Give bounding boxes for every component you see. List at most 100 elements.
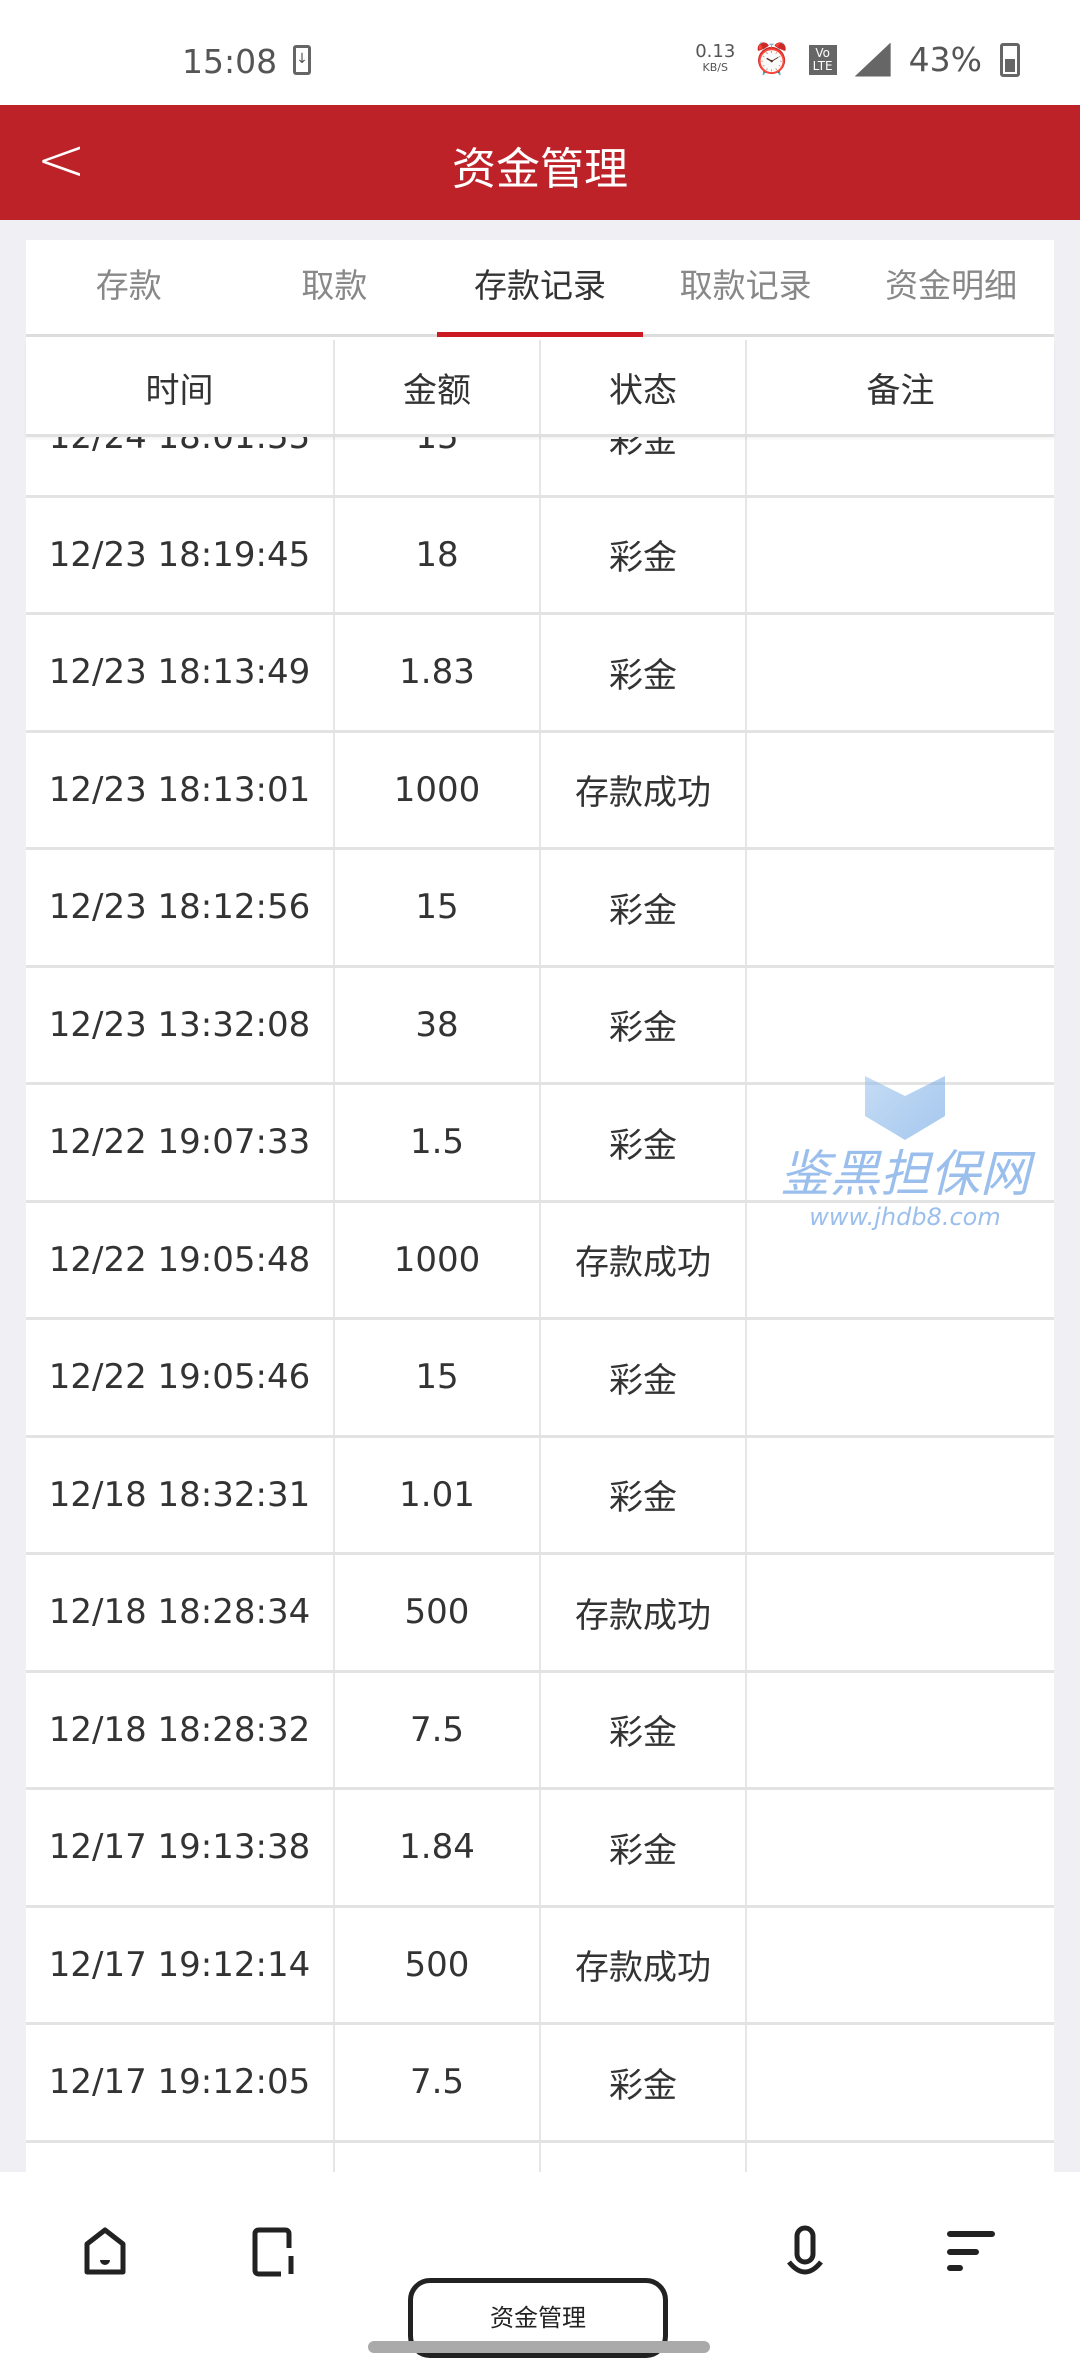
table-row: 12/23 18:13:01 1000 存款成功 bbox=[26, 732, 1054, 850]
tab-bar: 存款 取款 存款记录 取款记录 资金明细 bbox=[26, 240, 1054, 337]
cell-remark bbox=[747, 437, 1054, 495]
table-row: 12/23 18:12:56 15 彩金 bbox=[26, 850, 1054, 968]
tab-fund-details[interactable]: 资金明细 bbox=[885, 266, 1018, 305]
cell-time bbox=[26, 2142, 335, 2172]
table-row: 12/22 19:05:48 1000 存款成功 bbox=[26, 1202, 1054, 1320]
cell-time: 12/24 18:01:55 bbox=[26, 437, 335, 495]
cell-status: 彩金 bbox=[541, 1437, 747, 1552]
table-header: 时间 金额 状态 备注 bbox=[26, 340, 1054, 437]
cell-remark bbox=[747, 2025, 1054, 2140]
battery-percent: 43% bbox=[908, 40, 982, 79]
cell-status: 彩金 bbox=[541, 497, 747, 612]
cell-amount: 500 bbox=[335, 1555, 541, 1670]
cell-remark bbox=[747, 968, 1054, 1083]
cell-amount: 1.83 bbox=[335, 615, 541, 730]
table-row: 12/18 18:28:32 7.5 彩金 bbox=[26, 1672, 1054, 1790]
cell-time: 12/17 19:12:05 bbox=[26, 2025, 335, 2140]
cell-time: 12/23 13:32:08 bbox=[26, 967, 335, 1082]
table-row: 12/24 18:01:55 15 彩金 bbox=[26, 437, 1054, 498]
cell-amount: 1.01 bbox=[335, 1437, 541, 1552]
cell-time: 12/18 18:28:32 bbox=[26, 1672, 335, 1787]
cell-amount bbox=[335, 2142, 541, 2172]
status-bar: 15:08 ↓ 0.13 KB/S ⏰ Vo LTE 43% bbox=[0, 0, 1080, 105]
cell-time: 12/22 19:05:46 bbox=[26, 1320, 335, 1435]
tab-withdraw-records[interactable]: 取款记录 bbox=[679, 266, 812, 305]
tab-withdraw[interactable]: 取款 bbox=[301, 266, 368, 305]
cell-amount: 15 bbox=[335, 437, 541, 495]
table-row: 12/23 13:32:08 38 彩金 bbox=[26, 967, 1054, 1085]
table-body[interactable]: 12/24 18:01:55 15 彩金 12/23 18:19:45 18 彩金 12/2… bbox=[26, 437, 1054, 2172]
table-row: 12/22 19:05:46 15 彩金 bbox=[26, 1320, 1054, 1438]
app-header: < 资金管理 bbox=[0, 105, 1080, 220]
cell-status: 彩金 bbox=[541, 1085, 747, 1200]
table-row: 12/17 19:12:05 7.5 彩金 bbox=[26, 2025, 1054, 2143]
net-speed-unit: KB/S bbox=[702, 60, 728, 74]
column-header-amount: 金额 bbox=[335, 340, 541, 434]
home-icon[interactable] bbox=[75, 2222, 135, 2282]
cell-status: 彩金 bbox=[541, 1790, 747, 1905]
table-row: 12/17 19:13:38 1.84 彩金 bbox=[26, 1790, 1054, 1908]
records-card: 存款 取款 存款记录 取款记录 资金明细 时间 金额 状态 备注 12/24 1… bbox=[26, 240, 1054, 2172]
cell-status: 彩金 bbox=[541, 615, 747, 730]
tab-deposit[interactable]: 存款 bbox=[95, 266, 162, 305]
cell-amount: 1.5 bbox=[335, 1085, 541, 1200]
signal-icon bbox=[854, 42, 891, 77]
cell-amount: 18 bbox=[335, 497, 541, 612]
screen-icon[interactable] bbox=[245, 2222, 305, 2282]
cell-amount: 15 bbox=[335, 850, 541, 965]
cell-remark bbox=[747, 1438, 1054, 1553]
cell-status: 彩金 bbox=[541, 1672, 747, 1787]
cell-remark bbox=[747, 850, 1054, 965]
cell-status: 存款成功 bbox=[541, 1907, 747, 2022]
cell-amount: 7.5 bbox=[335, 1672, 541, 1787]
back-button[interactable]: < bbox=[36, 125, 87, 195]
cell-status: 彩金 bbox=[541, 2025, 747, 2140]
column-header-status: 状态 bbox=[541, 340, 747, 434]
cell-amount: 1000 bbox=[335, 1202, 541, 1317]
table-row: 12/22 19:07:33 1.5 彩金 bbox=[26, 1085, 1054, 1203]
cell-time: 12/22 19:07:33 bbox=[26, 1085, 335, 1200]
alarm-icon: ⏰ bbox=[753, 42, 791, 77]
cell-remark bbox=[747, 1085, 1054, 1200]
status-time: 15:08 bbox=[182, 42, 278, 81]
cell-status: 彩金 bbox=[541, 437, 747, 495]
net-speed: 0.13 KB/S bbox=[695, 40, 736, 76]
cell-time: 12/23 18:13:49 bbox=[26, 615, 335, 730]
column-header-time: 时间 bbox=[26, 340, 335, 434]
cell-status: 存款成功 bbox=[541, 732, 747, 847]
cell-amount: 7.5 bbox=[335, 2025, 541, 2140]
cell-remark bbox=[747, 498, 1054, 613]
cell-time: 12/23 18:13:01 bbox=[26, 732, 335, 847]
table-row bbox=[26, 2142, 1054, 2173]
net-speed-value: 0.13 bbox=[695, 40, 736, 62]
cell-amount: 500 bbox=[335, 1907, 541, 2022]
cell-status: 存款成功 bbox=[541, 1202, 747, 1317]
cell-remark bbox=[747, 1908, 1054, 2023]
cell-remark bbox=[747, 733, 1054, 848]
microphone-icon[interactable] bbox=[775, 2222, 835, 2282]
cell-remark bbox=[747, 1790, 1054, 1905]
cell-status: 存款成功 bbox=[541, 1555, 747, 1670]
cell-status: 彩金 bbox=[541, 1320, 747, 1435]
menu-icon[interactable] bbox=[940, 2222, 1000, 2282]
cell-remark bbox=[747, 1320, 1054, 1435]
cell-status bbox=[541, 2142, 747, 2172]
cell-amount: 15 bbox=[335, 1320, 541, 1435]
cell-amount: 1.84 bbox=[335, 1790, 541, 1905]
table-row: 12/23 18:13:49 1.83 彩金 bbox=[26, 615, 1054, 733]
fund-management-button[interactable]: 资金管理 bbox=[408, 2278, 668, 2358]
cell-remark bbox=[747, 1673, 1054, 1788]
home-indicator[interactable] bbox=[368, 2341, 710, 2353]
cell-time: 12/17 19:13:38 bbox=[26, 1790, 335, 1905]
table-row: 12/18 18:32:31 1.01 彩金 bbox=[26, 1437, 1054, 1555]
table-row: 12/18 18:28:34 500 存款成功 bbox=[26, 1555, 1054, 1673]
volte-icon: Vo LTE bbox=[808, 44, 837, 75]
tab-deposit-records[interactable]: 存款记录 bbox=[437, 240, 643, 337]
cell-remark bbox=[747, 615, 1054, 730]
cell-time: 12/23 18:19:45 bbox=[26, 497, 335, 612]
cell-amount: 1000 bbox=[335, 732, 541, 847]
cell-time: 12/23 18:12:56 bbox=[26, 850, 335, 965]
cell-status: 彩金 bbox=[541, 850, 747, 965]
cell-remark bbox=[747, 2143, 1054, 2173]
cell-status: 彩金 bbox=[541, 967, 747, 1082]
